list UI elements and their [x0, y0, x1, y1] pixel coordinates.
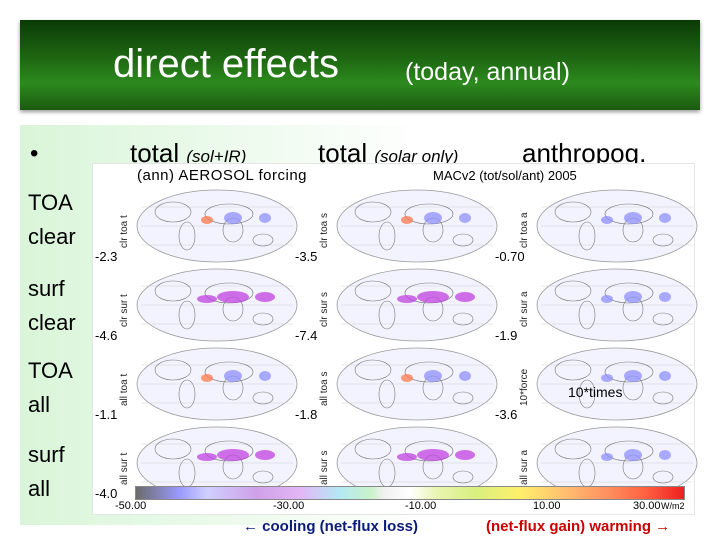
- panel-label: clr sur s: [319, 292, 330, 327]
- column-sublabel: (sol+IR): [186, 147, 247, 166]
- column-sublabel: (solar only): [374, 147, 459, 166]
- row-label-toa-all: TOA all: [28, 358, 72, 417]
- row-label-surf-all: surf all: [28, 442, 65, 501]
- row-label-surf-clear: surf clear: [28, 276, 76, 335]
- warming-legend-label: (net-flux gain) warming: [486, 518, 651, 535]
- colorbar: [135, 486, 685, 500]
- global-mean-value: -7.4: [295, 328, 318, 343]
- panel-label: all sur a: [519, 449, 530, 485]
- global-mean-value: -2.3: [95, 249, 118, 264]
- arrow-left-icon: ←: [243, 518, 258, 535]
- world-map-graphic: [536, 347, 698, 421]
- world-map-graphic: [136, 347, 298, 421]
- colorbar-unit: W/m2: [661, 501, 685, 511]
- global-mean-value: -4.6: [95, 328, 118, 343]
- panel-label: clr toa a: [519, 212, 530, 248]
- forcing-map-panel: all toa s -1.8: [295, 346, 501, 422]
- global-mean-value: -4.0: [95, 486, 118, 501]
- panel-label: clr sur a: [519, 291, 530, 327]
- panel-label: all toa s: [319, 371, 330, 406]
- world-map-graphic: [136, 268, 298, 342]
- forcing-map-panel: clr toa t -2.3: [95, 188, 301, 264]
- forcing-map-panel: clr sur s -7.4: [295, 267, 501, 343]
- world-map-graphic: [536, 268, 698, 342]
- forcing-map-panel: all toa t -1.1: [95, 346, 301, 422]
- cooling-legend-label: cooling (net-flux loss): [262, 518, 419, 535]
- world-map-graphic: [336, 189, 498, 263]
- forcing-map-panel: clr sur t -4.6: [95, 267, 301, 343]
- arrow-right-icon: →: [655, 518, 671, 535]
- forcing-map-panel: clr toa s -3.5: [295, 188, 501, 264]
- panel-label: clr sur t: [119, 294, 130, 327]
- page-title: direct effects: [113, 42, 340, 86]
- world-map-graphic: [336, 268, 498, 342]
- warming-legend: (net-flux gain) warming →: [486, 518, 670, 535]
- colorbar-tick: -10.00: [405, 500, 437, 512]
- global-mean-value: -1.8: [295, 407, 318, 422]
- panel-label: clr toa t: [119, 215, 130, 248]
- forcing-map-panel: all sur t -4.0: [95, 425, 301, 501]
- panel-label: all sur t: [119, 452, 130, 485]
- world-map-graphic: [536, 189, 698, 263]
- colorbar-tick: 30.00: [633, 500, 661, 512]
- panel-label: all toa t: [119, 373, 130, 406]
- colorbar-tick: -50.00: [115, 500, 147, 512]
- global-mean-value: -3.6: [495, 407, 518, 422]
- figure-subtitle: MACv2 (tot/sol/ant) 2005: [433, 168, 577, 183]
- aerosol-forcing-figure: (ann) AEROSOL forcing MACv2 (tot/sol/ant…: [92, 163, 698, 515]
- global-mean-value: -3.5: [295, 249, 318, 264]
- world-map-graphic: [336, 347, 498, 421]
- scale-note: 10*times: [568, 384, 623, 400]
- bullet: •: [30, 140, 39, 167]
- panel-label: 10*force: [519, 368, 530, 406]
- world-map-graphic: [136, 189, 298, 263]
- global-mean-value: -1.1: [95, 407, 118, 422]
- global-mean-value: -0.70: [495, 249, 525, 264]
- cooling-legend: ← cooling (net-flux loss): [243, 518, 418, 535]
- world-map-graphic: [336, 426, 498, 500]
- forcing-map-panel: clr toa a -0.70: [495, 188, 701, 264]
- figure-title: (ann) AEROSOL forcing: [137, 167, 308, 184]
- row-label-toa-clear: TOA clear: [28, 190, 76, 249]
- world-map-graphic: [136, 426, 298, 500]
- title-banner: [20, 20, 700, 110]
- global-mean-value: -1.9: [495, 328, 518, 343]
- panel-label: all sur s: [319, 450, 330, 485]
- forcing-map-panel: 10*force -3.6: [495, 346, 701, 422]
- page-subtitle: (today, annual): [405, 58, 570, 86]
- panel-label: clr toa s: [319, 212, 330, 248]
- colorbar-tick: -30.00: [273, 500, 305, 512]
- world-map-graphic: [536, 426, 698, 500]
- forcing-map-panel: clr sur a -1.9: [495, 267, 701, 343]
- colorbar-tick: 10.00: [533, 500, 561, 512]
